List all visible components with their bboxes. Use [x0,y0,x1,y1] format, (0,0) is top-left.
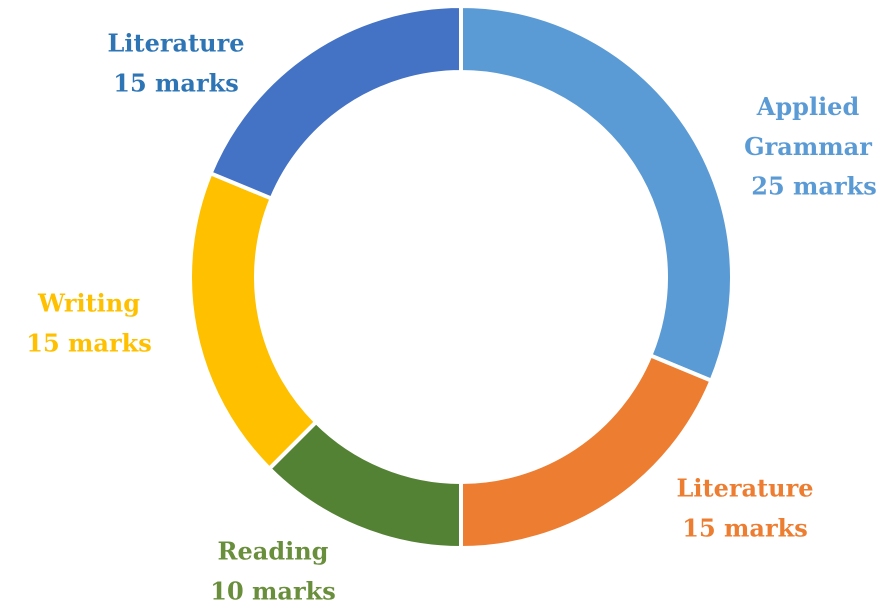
donut-slice [459,3,734,384]
donut-slice [459,352,714,551]
value-label: 25 marks [751,172,876,201]
slice-label: Literature [108,29,245,58]
slice-label: Reading [218,537,329,566]
value-label: 15 marks [113,69,238,98]
value-label: 15 marks [26,329,151,358]
value-label: 10 marks [210,577,335,606]
donut-slice [188,170,319,472]
slice-label: Literature [677,474,814,503]
donut-slice [208,3,463,202]
slice-label: Applied Grammar [744,92,872,161]
slice-label: Writing [37,289,140,318]
value-label: 15 marks [682,514,807,543]
